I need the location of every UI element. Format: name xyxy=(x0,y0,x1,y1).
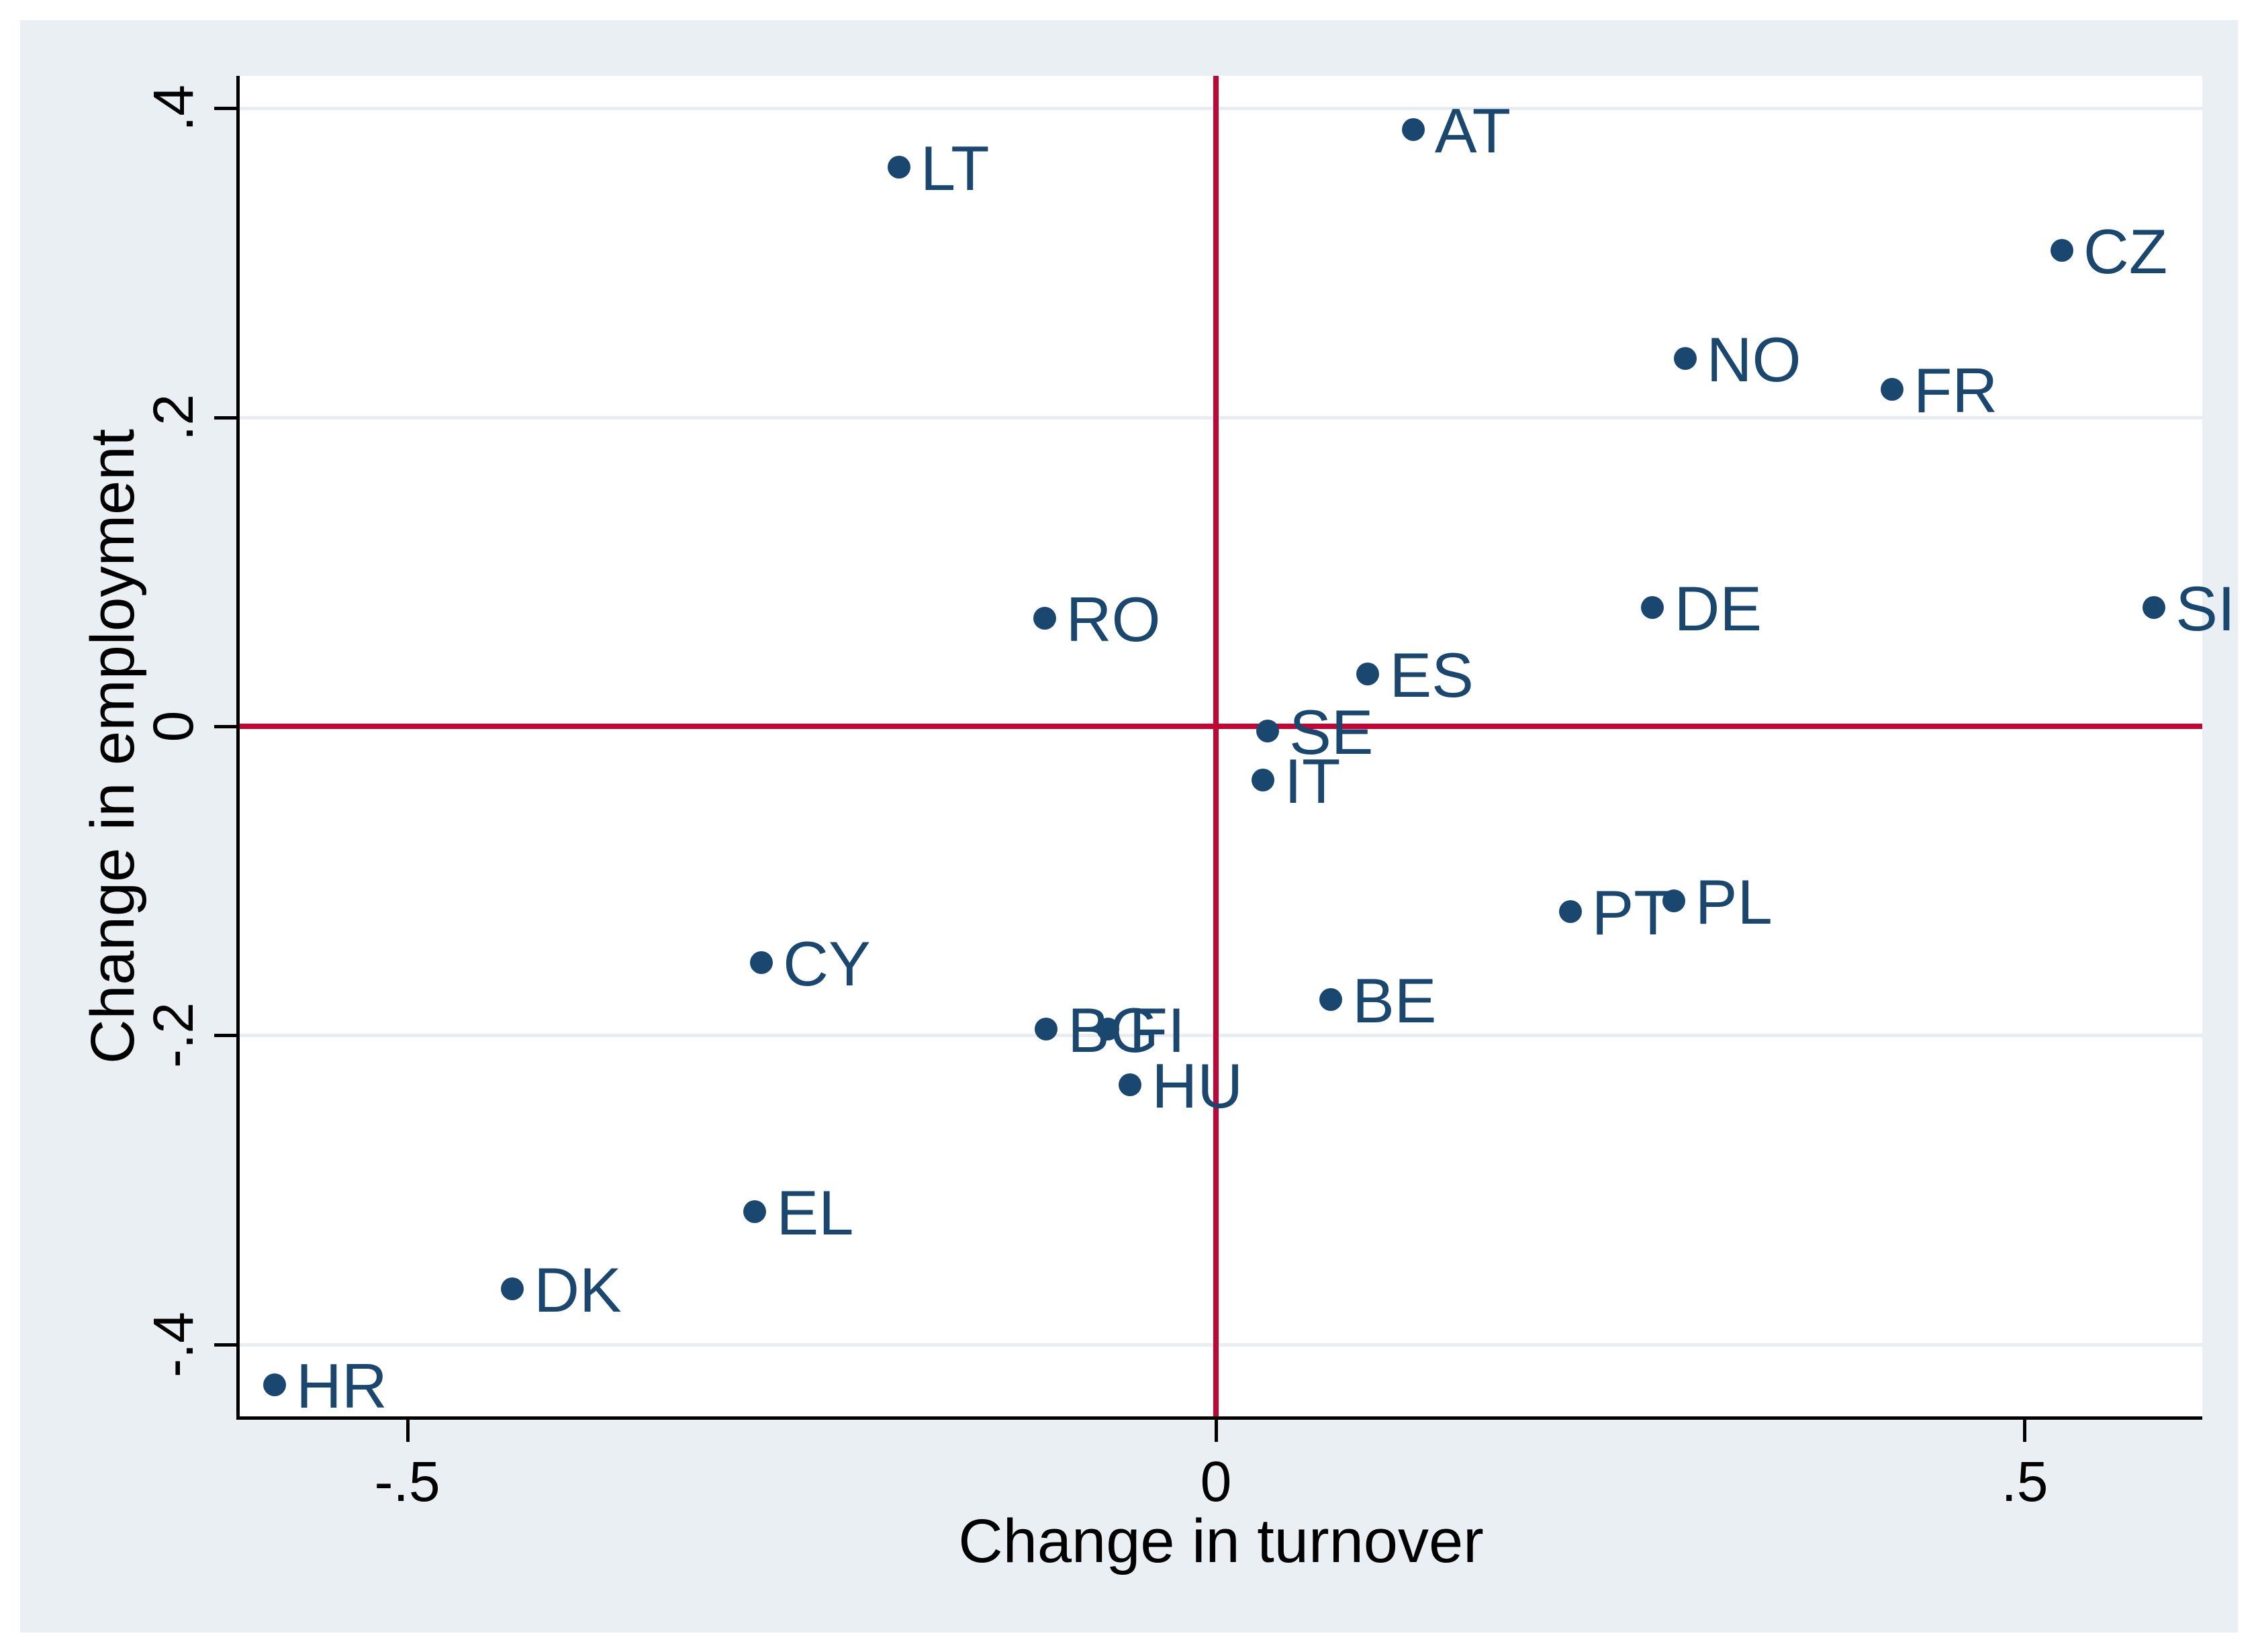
data-point-RO xyxy=(1033,606,1056,630)
point-label-FR: FR xyxy=(1913,355,1998,426)
gridline-y--.2 xyxy=(240,1034,2202,1038)
point-label-DE: DE xyxy=(1674,573,1762,644)
data-point-HU xyxy=(1119,1073,1142,1096)
point-label-NO: NO xyxy=(1706,324,1801,395)
x-tick-label-0: 0 xyxy=(1200,1450,1232,1513)
data-point-IT xyxy=(1251,769,1274,792)
data-point-BG xyxy=(1035,1018,1058,1041)
data-point-ES xyxy=(1356,662,1380,685)
y-tick-label-.4: .4 xyxy=(142,85,205,132)
point-label-SI: SI xyxy=(2175,573,2236,644)
gridline-y--.4 xyxy=(240,1343,2202,1347)
point-label-HU: HU xyxy=(1151,1050,1243,1121)
gridline-y-.2 xyxy=(240,416,2202,420)
y-tick-0 xyxy=(214,724,236,728)
point-label-PT: PT xyxy=(1591,877,1673,949)
point-label-HR: HR xyxy=(296,1350,387,1421)
data-point-FR xyxy=(1880,378,1903,401)
point-label-PL: PL xyxy=(1695,867,1773,938)
data-point-PT xyxy=(1558,900,1582,924)
point-label-ES: ES xyxy=(1389,639,1474,710)
data-point-SI xyxy=(2143,595,2166,619)
data-point-NO xyxy=(1673,347,1697,371)
x-tick--.5 xyxy=(406,1420,410,1442)
y-tick-.2 xyxy=(214,416,236,420)
data-point-EL xyxy=(743,1200,767,1223)
y-tick-label--.2: -.2 xyxy=(142,1002,205,1069)
y-tick--.4 xyxy=(214,1343,236,1347)
figure-background xyxy=(20,20,2238,1633)
refline-horizontal-zero xyxy=(240,723,2202,729)
point-label-AT: AT xyxy=(1434,95,1511,166)
y-tick-.4 xyxy=(214,107,236,111)
data-point-DE xyxy=(1641,595,1664,619)
y-tick-label-.2: .2 xyxy=(142,393,205,441)
x-axis-line xyxy=(236,1416,2202,1420)
point-label-IT: IT xyxy=(1284,746,1341,817)
point-label-CY: CY xyxy=(783,928,871,1000)
point-label-BE: BE xyxy=(1352,965,1437,1036)
x-tick-0 xyxy=(1215,1420,1219,1442)
gridline-y-.4 xyxy=(240,107,2202,111)
y-tick-label-0: 0 xyxy=(142,710,205,742)
y-tick--.2 xyxy=(214,1034,236,1038)
data-point-CZ xyxy=(2050,238,2073,262)
point-label-RO: RO xyxy=(1066,583,1161,654)
x-tick-label-.5: .5 xyxy=(2001,1450,2049,1513)
point-label-FI: FI xyxy=(1129,995,1186,1066)
x-tick-.5 xyxy=(2023,1420,2027,1442)
data-point-DK xyxy=(501,1277,524,1300)
data-point-FI xyxy=(1096,1018,1119,1041)
x-tick-label--.5: -.5 xyxy=(374,1450,440,1513)
refline-vertical-zero xyxy=(1213,76,1219,1416)
data-point-SE xyxy=(1256,719,1280,742)
data-point-HR xyxy=(263,1373,287,1396)
data-point-AT xyxy=(1401,118,1425,142)
point-label-EL: EL xyxy=(776,1177,854,1248)
point-label-CZ: CZ xyxy=(2083,215,2168,287)
data-point-LT xyxy=(887,155,910,179)
data-point-PL xyxy=(1662,889,1685,913)
plot-area xyxy=(240,76,2202,1416)
point-label-SE: SE xyxy=(1289,696,1374,767)
x-axis-title: Change in turnover xyxy=(958,1507,1484,1575)
point-label-DK: DK xyxy=(534,1254,622,1325)
data-point-BE xyxy=(1319,988,1343,1012)
data-point-CY xyxy=(750,951,773,975)
y-tick-label--.4: -.4 xyxy=(142,1311,205,1377)
point-label-LT: LT xyxy=(920,132,990,203)
y-axis-line xyxy=(236,76,240,1420)
y-axis-title: Change in employment xyxy=(79,428,147,1064)
